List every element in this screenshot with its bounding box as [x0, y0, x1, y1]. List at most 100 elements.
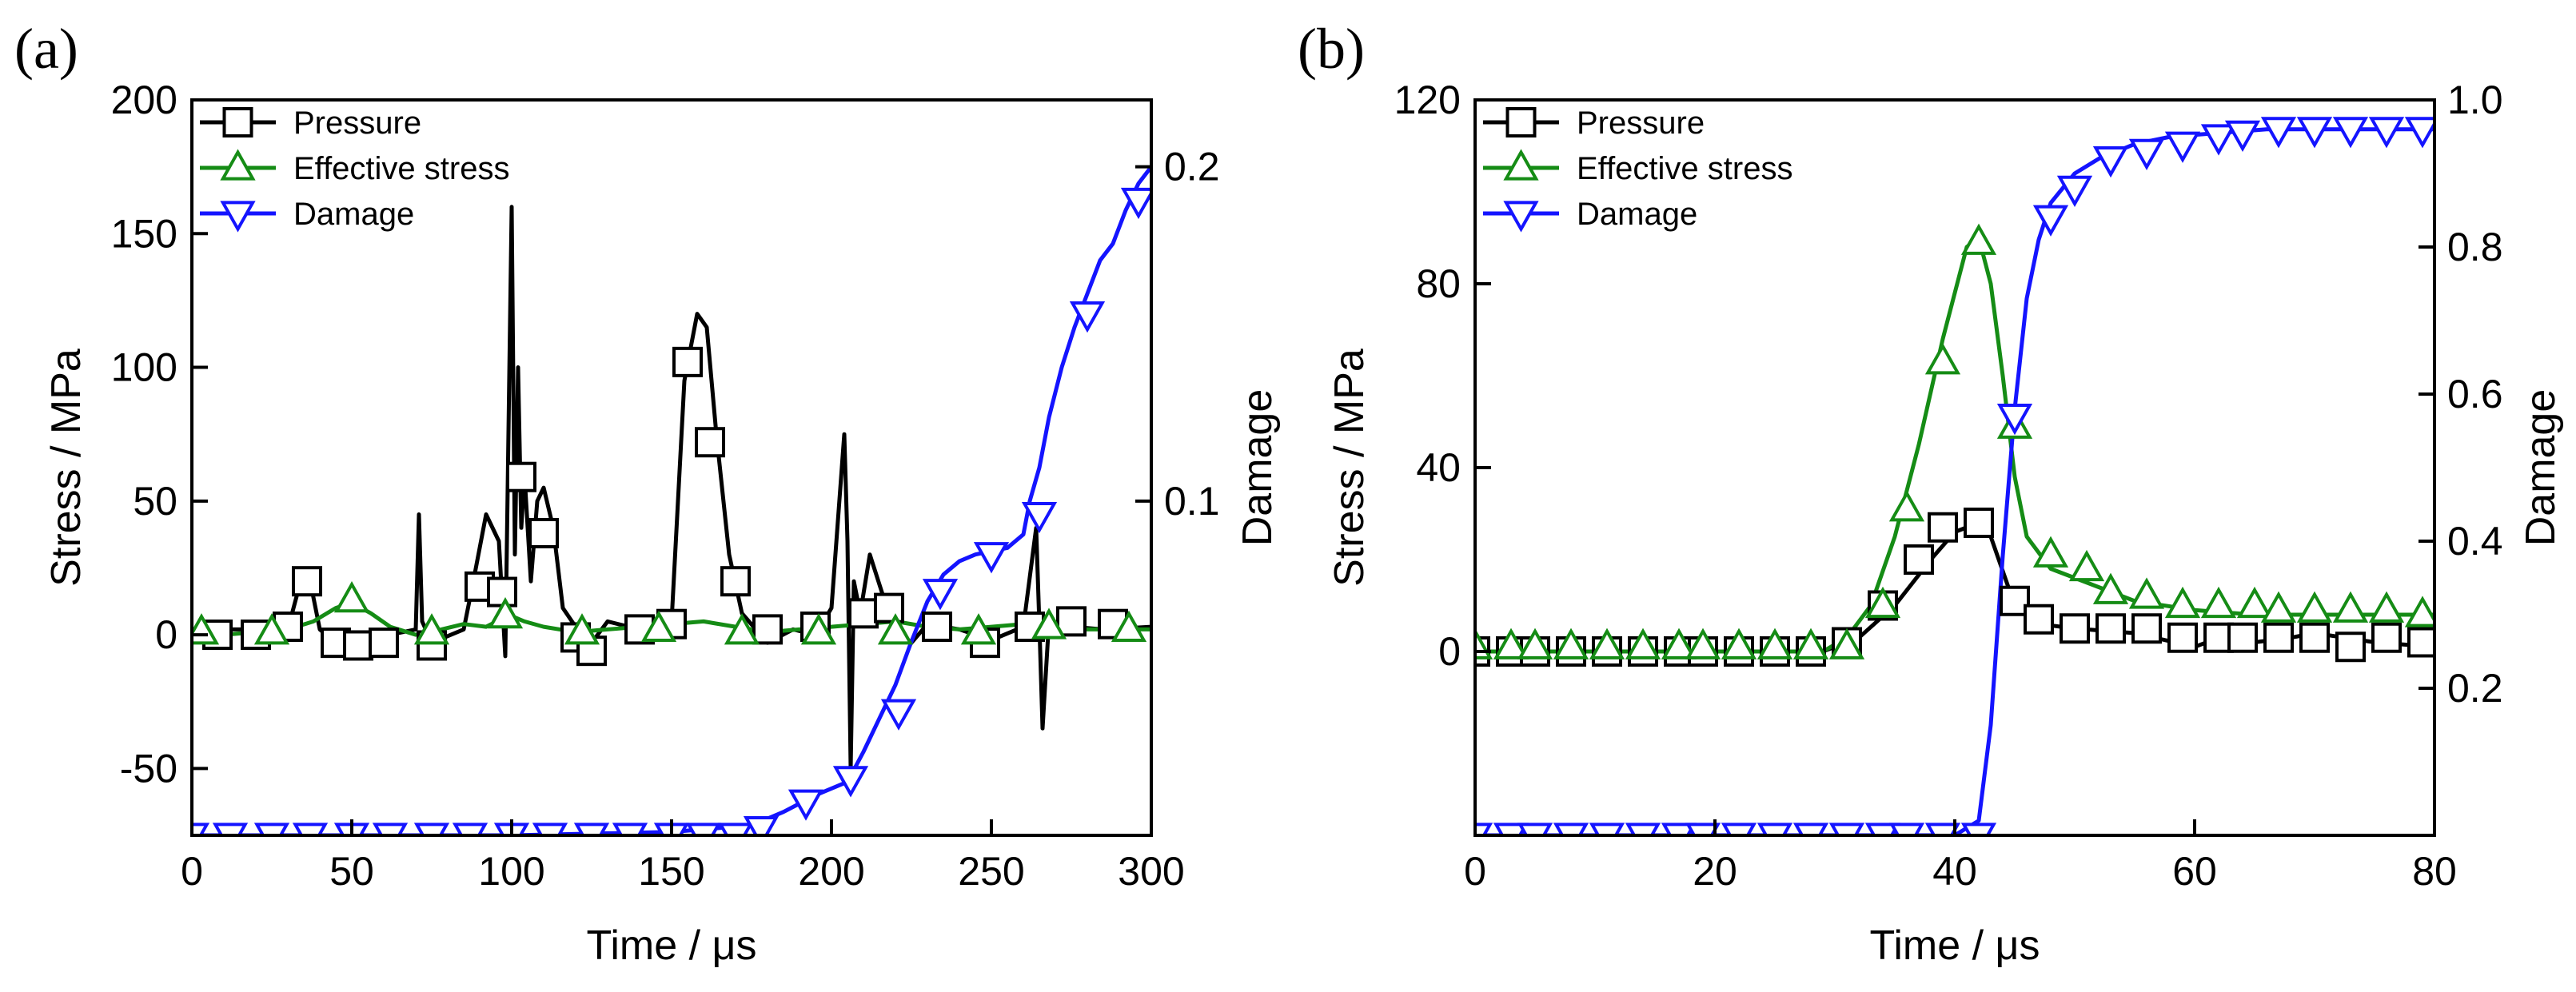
- data-point-2-15: [743, 816, 780, 835]
- data-point-2-5: [372, 823, 409, 835]
- data-point-2-2: [1517, 823, 1553, 835]
- data-point-2-22: [2200, 124, 2237, 156]
- legend-label: Effective stress: [293, 151, 509, 186]
- data-point-1-6: [640, 610, 677, 642]
- y-tick-label: 200: [111, 78, 177, 122]
- data-point-1-26: [2332, 591, 2369, 623]
- data-point-1-2: [333, 580, 370, 613]
- y2-tick-label: 1.0: [2447, 78, 2503, 122]
- data-point-0-14: [1928, 512, 1958, 543]
- x-tick-label: 250: [958, 849, 1024, 894]
- y-tick-label: 150: [111, 211, 177, 256]
- data-point-1-10: [1792, 627, 1829, 659]
- data-point-0-28: [2407, 627, 2434, 658]
- data-point-1-5: [1625, 627, 1661, 659]
- data-point-1-21: [2164, 586, 2201, 619]
- data-point-2-17: [2032, 205, 2069, 237]
- data-point-0-26: [2335, 631, 2366, 663]
- x-axis-title: Time / μs: [587, 922, 757, 969]
- x-tick-label: 200: [798, 849, 864, 894]
- series-line-0: [192, 205, 1151, 771]
- data-point-2-6: [413, 823, 450, 835]
- data-point-2-14: [717, 823, 754, 835]
- panel-label: (b): [1298, 17, 1365, 81]
- panel-label: (a): [14, 17, 78, 81]
- data-point-1-3: [413, 613, 450, 645]
- data-point-2-9: [1757, 823, 1793, 835]
- series-line-2: [192, 165, 1151, 835]
- data-point-0-26: [1056, 606, 1087, 637]
- data-point-2-24: [2260, 117, 2297, 149]
- data-point-2-23: [1120, 187, 1151, 220]
- y2-axis-title: Damage: [2518, 389, 2564, 547]
- panel-b: (b) 0 20 40 60 80 0 40 80 120 0.2 0.4 0.6 0.8 1.0 Time …: [1298, 17, 2564, 969]
- y-tick-label: 120: [1394, 78, 1461, 122]
- data-point-2-20: [2128, 138, 2165, 171]
- data-point-0-17: [695, 427, 725, 458]
- x-tick-label: 40: [1932, 849, 1977, 894]
- legend-marker: [222, 107, 253, 137]
- x-tick-label: 100: [478, 849, 544, 894]
- data-point-2-6: [1661, 823, 1697, 835]
- data-point-1-20: [2128, 577, 2165, 609]
- data-point-2-8: [1721, 823, 1757, 835]
- legend-label: Pressure: [1577, 106, 1705, 141]
- data-point-2-19: [922, 579, 959, 611]
- y2-tick-label: 0.1: [1164, 479, 1220, 524]
- series-line-2: [1475, 127, 2434, 835]
- series-line-1: [1475, 236, 2434, 654]
- series-group: [1475, 117, 2434, 835]
- data-point-1-4: [487, 597, 524, 629]
- data-point-0-13: [1904, 544, 1934, 575]
- data-point-2-15: [1960, 823, 1997, 835]
- x-tick-label: 300: [1118, 849, 1184, 894]
- data-point-1-11: [1828, 627, 1865, 659]
- y-tick-label: 0: [155, 612, 177, 657]
- data-point-2-21: [2164, 131, 2201, 163]
- data-point-1-24: [2260, 591, 2297, 623]
- data-point-2-0: [1475, 823, 1493, 835]
- legend-marker: [1503, 201, 1539, 233]
- data-point-1-1: [253, 613, 290, 645]
- x-tick-label: 0: [1464, 849, 1486, 894]
- y2-tick-label: 0.2: [1164, 145, 1220, 189]
- data-point-0-17: [2024, 604, 2054, 635]
- data-point-2-1: [212, 823, 249, 835]
- data-point-0-11: [528, 517, 559, 548]
- data-point-0-10: [506, 461, 536, 492]
- data-point-0-18: [2060, 613, 2090, 644]
- legend: Pressure Effective stress Damage: [1483, 106, 1792, 233]
- series-group: [192, 165, 1151, 835]
- data-point-0-23: [922, 612, 952, 643]
- data-point-2-13: [685, 823, 722, 835]
- data-point-1-27: [2368, 591, 2405, 623]
- data-point-0-24: [2263, 622, 2294, 653]
- data-point-1-15: [1960, 223, 1997, 255]
- data-point-0-19: [2095, 613, 2126, 644]
- data-point-1-25: [2296, 591, 2333, 623]
- data-point-2-18: [2056, 175, 2093, 208]
- y2-tick-label: 0.2: [2447, 666, 2503, 711]
- data-point-1-19: [2092, 572, 2129, 604]
- data-point-1-3: [1553, 627, 1589, 659]
- legend-label: Damage: [293, 197, 414, 232]
- data-point-2-3: [1553, 823, 1589, 835]
- x-tick-label: 0: [181, 849, 203, 894]
- x-axis-title: Time / μs: [1870, 922, 2040, 969]
- data-point-1-11: [1031, 608, 1067, 639]
- y-tick-label: 100: [111, 345, 177, 390]
- legend-label: Effective stress: [1577, 151, 1792, 186]
- data-point-2-16: [1996, 404, 2033, 436]
- data-point-1-1: [1493, 627, 1529, 659]
- data-point-2-13: [1888, 823, 1925, 835]
- data-point-0-16: [672, 346, 703, 377]
- data-point-2-9: [532, 823, 568, 835]
- data-point-2-20: [973, 542, 1010, 574]
- y-axis-title: Stress / MPa: [43, 349, 90, 587]
- data-point-1-13: [1888, 490, 1925, 522]
- data-point-2-1: [1493, 823, 1529, 835]
- data-point-2-25: [2296, 117, 2333, 149]
- panel-a: (a) 0 50 100 150 200 250 300 -50 0 50 100 150 200 0.1 0…: [14, 17, 1281, 969]
- data-point-1-9: [1757, 627, 1793, 659]
